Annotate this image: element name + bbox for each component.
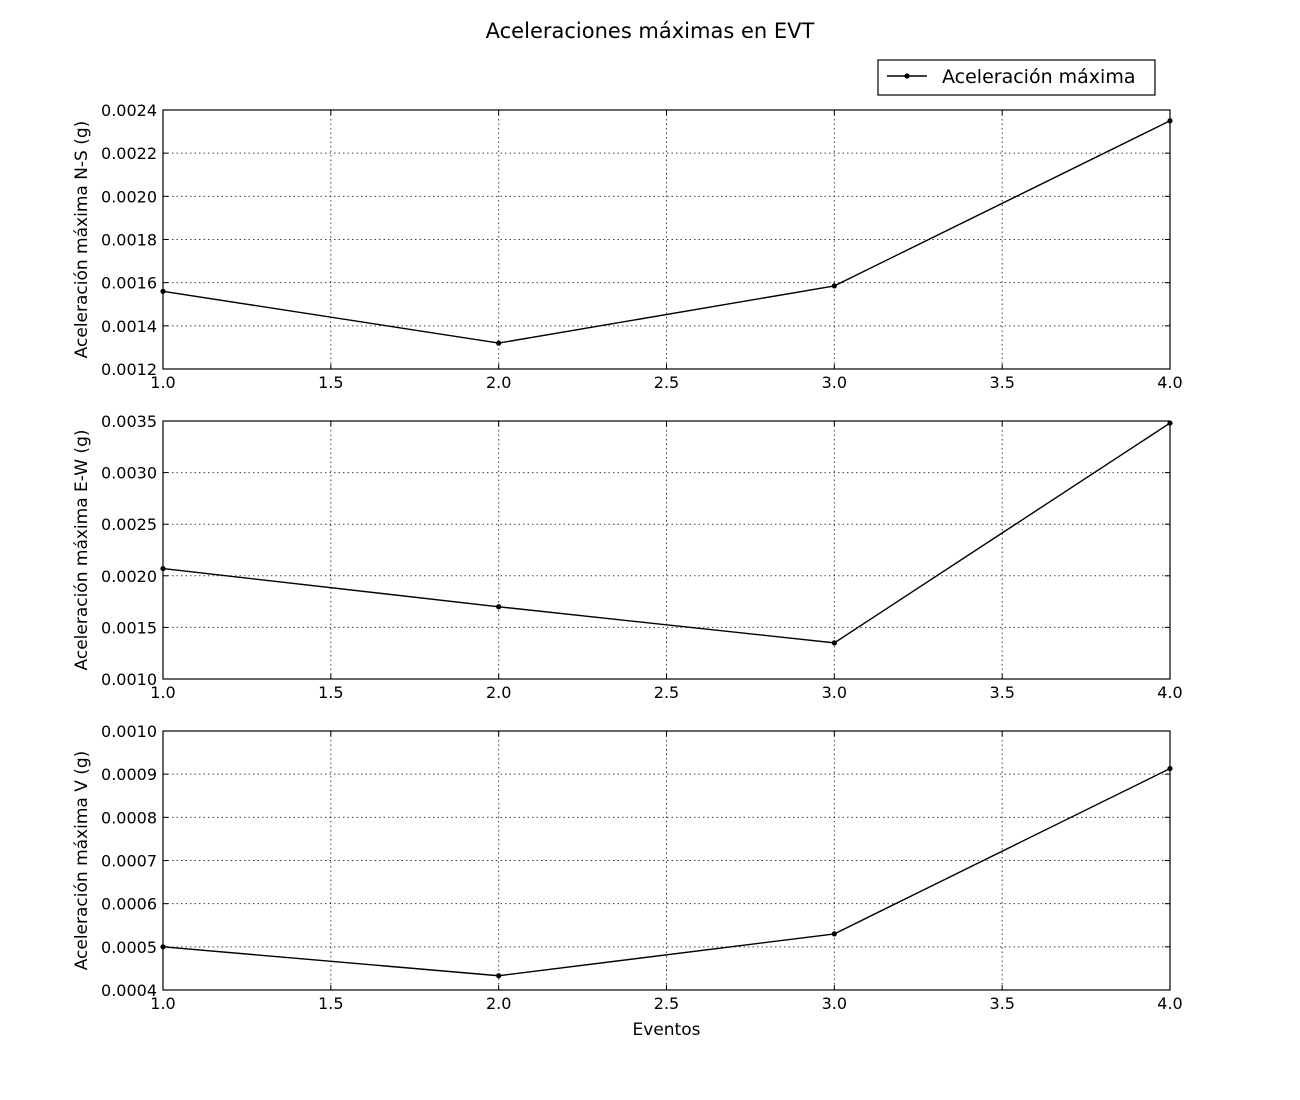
series-line	[162, 767, 1171, 977]
y-tick-label: 0.0035	[101, 412, 157, 431]
y-tick-label: 0.0016	[101, 274, 157, 293]
data-point	[496, 340, 502, 346]
y-tick-label: 0.0006	[101, 895, 157, 914]
y-tick-label: 0.0025	[101, 515, 157, 534]
y-axis-label: Aceleración máxima N-S (g)	[72, 121, 92, 359]
subplot-2: 1.0 1.5 2.0 2.5 3.0 3.5 4.0 0.0010 0.0015 0.0020 0…	[72, 412, 1183, 702]
y-tick-label: 0.0005	[101, 938, 157, 957]
x-axis-label: Eventos	[633, 1020, 701, 1040]
x-tick-label: 1.0	[150, 994, 175, 1013]
y-tick-label: 0.0018	[101, 231, 157, 250]
legend-marker-sample	[904, 73, 910, 79]
y-tick-label: 0.0007	[101, 852, 157, 871]
data-point	[496, 604, 502, 610]
series-line	[162, 422, 1171, 644]
subplot-3: 1.0 1.5 2.0 2.5 3.0 3.5 4.0 0.0004 0.0005 0.0006 0…	[72, 722, 1183, 1040]
legend-label: Aceleración máxima	[942, 66, 1135, 88]
y-tick-label: 0.0024	[101, 101, 157, 120]
y-tick-label: 0.0010	[101, 670, 157, 689]
figure-title: Aceleraciones máximas en EVT	[486, 19, 815, 43]
x-tick-label: 3.5	[989, 683, 1014, 702]
data-point	[160, 944, 166, 950]
plot-frame	[162, 109, 1171, 370]
y-tick-label: 0.0008	[101, 808, 157, 827]
x-tick-label: 2.5	[654, 683, 679, 702]
legend: Aceleración máxima	[877, 59, 1156, 96]
x-tick-label: 1.5	[318, 373, 343, 392]
data-point	[496, 973, 502, 979]
y-axis-label: Aceleración máxima V (g)	[72, 751, 92, 971]
x-tick-label: 1.0	[150, 683, 175, 702]
legend-box	[877, 59, 1156, 96]
series-line	[162, 120, 1171, 344]
y-tick-label: 0.0009	[101, 765, 157, 784]
x-tick-label: 1.0	[150, 373, 175, 392]
subplot-1: 1.0 1.5 2.0 2.5 3.0 3.5 4.0 0.0012 0.0014 0.0016 0…	[72, 101, 1183, 392]
x-tick-label: 2.5	[654, 373, 679, 392]
x-tick-label: 4.0	[1157, 994, 1182, 1013]
x-tick-label: 3.0	[822, 994, 847, 1013]
data-point	[1167, 765, 1173, 772]
plot-frame	[162, 420, 1171, 680]
y-tick-label: 0.0010	[101, 722, 157, 741]
data-point	[160, 565, 166, 572]
y-tick-label: 0.0012	[101, 360, 157, 379]
y-tick-label: 0.0022	[101, 144, 157, 163]
data-point	[1167, 118, 1173, 124]
x-tick-label: 1.5	[318, 683, 343, 702]
data-point	[831, 640, 837, 646]
x-tick-label: 3.5	[989, 373, 1014, 392]
plot-frame	[162, 730, 1171, 991]
x-tick-label: 4.0	[1157, 683, 1182, 702]
x-tick-label: 3.0	[822, 683, 847, 702]
data-point	[831, 931, 837, 937]
y-axis-label: Aceleración máxima E-W (g)	[72, 430, 92, 671]
y-tick-label: 0.0030	[101, 464, 157, 483]
data-point	[1167, 420, 1173, 426]
x-tick-label: 2.0	[486, 373, 511, 392]
y-tick-label: 0.0020	[101, 567, 157, 586]
x-tick-label: 2.0	[486, 683, 511, 702]
x-tick-label: 3.0	[822, 373, 847, 392]
y-tick-label: 0.0004	[101, 981, 157, 1000]
y-tick-label: 0.0020	[101, 187, 157, 206]
data-point	[831, 283, 837, 289]
x-tick-label: 1.5	[318, 994, 343, 1013]
y-tick-label: 0.0015	[101, 618, 157, 637]
x-tick-label: 2.0	[486, 994, 511, 1013]
x-tick-label: 3.5	[989, 994, 1014, 1013]
data-point	[160, 288, 166, 294]
y-tick-label: 0.0014	[101, 317, 157, 336]
x-tick-label: 2.5	[654, 994, 679, 1013]
x-tick-label: 4.0	[1157, 373, 1182, 392]
